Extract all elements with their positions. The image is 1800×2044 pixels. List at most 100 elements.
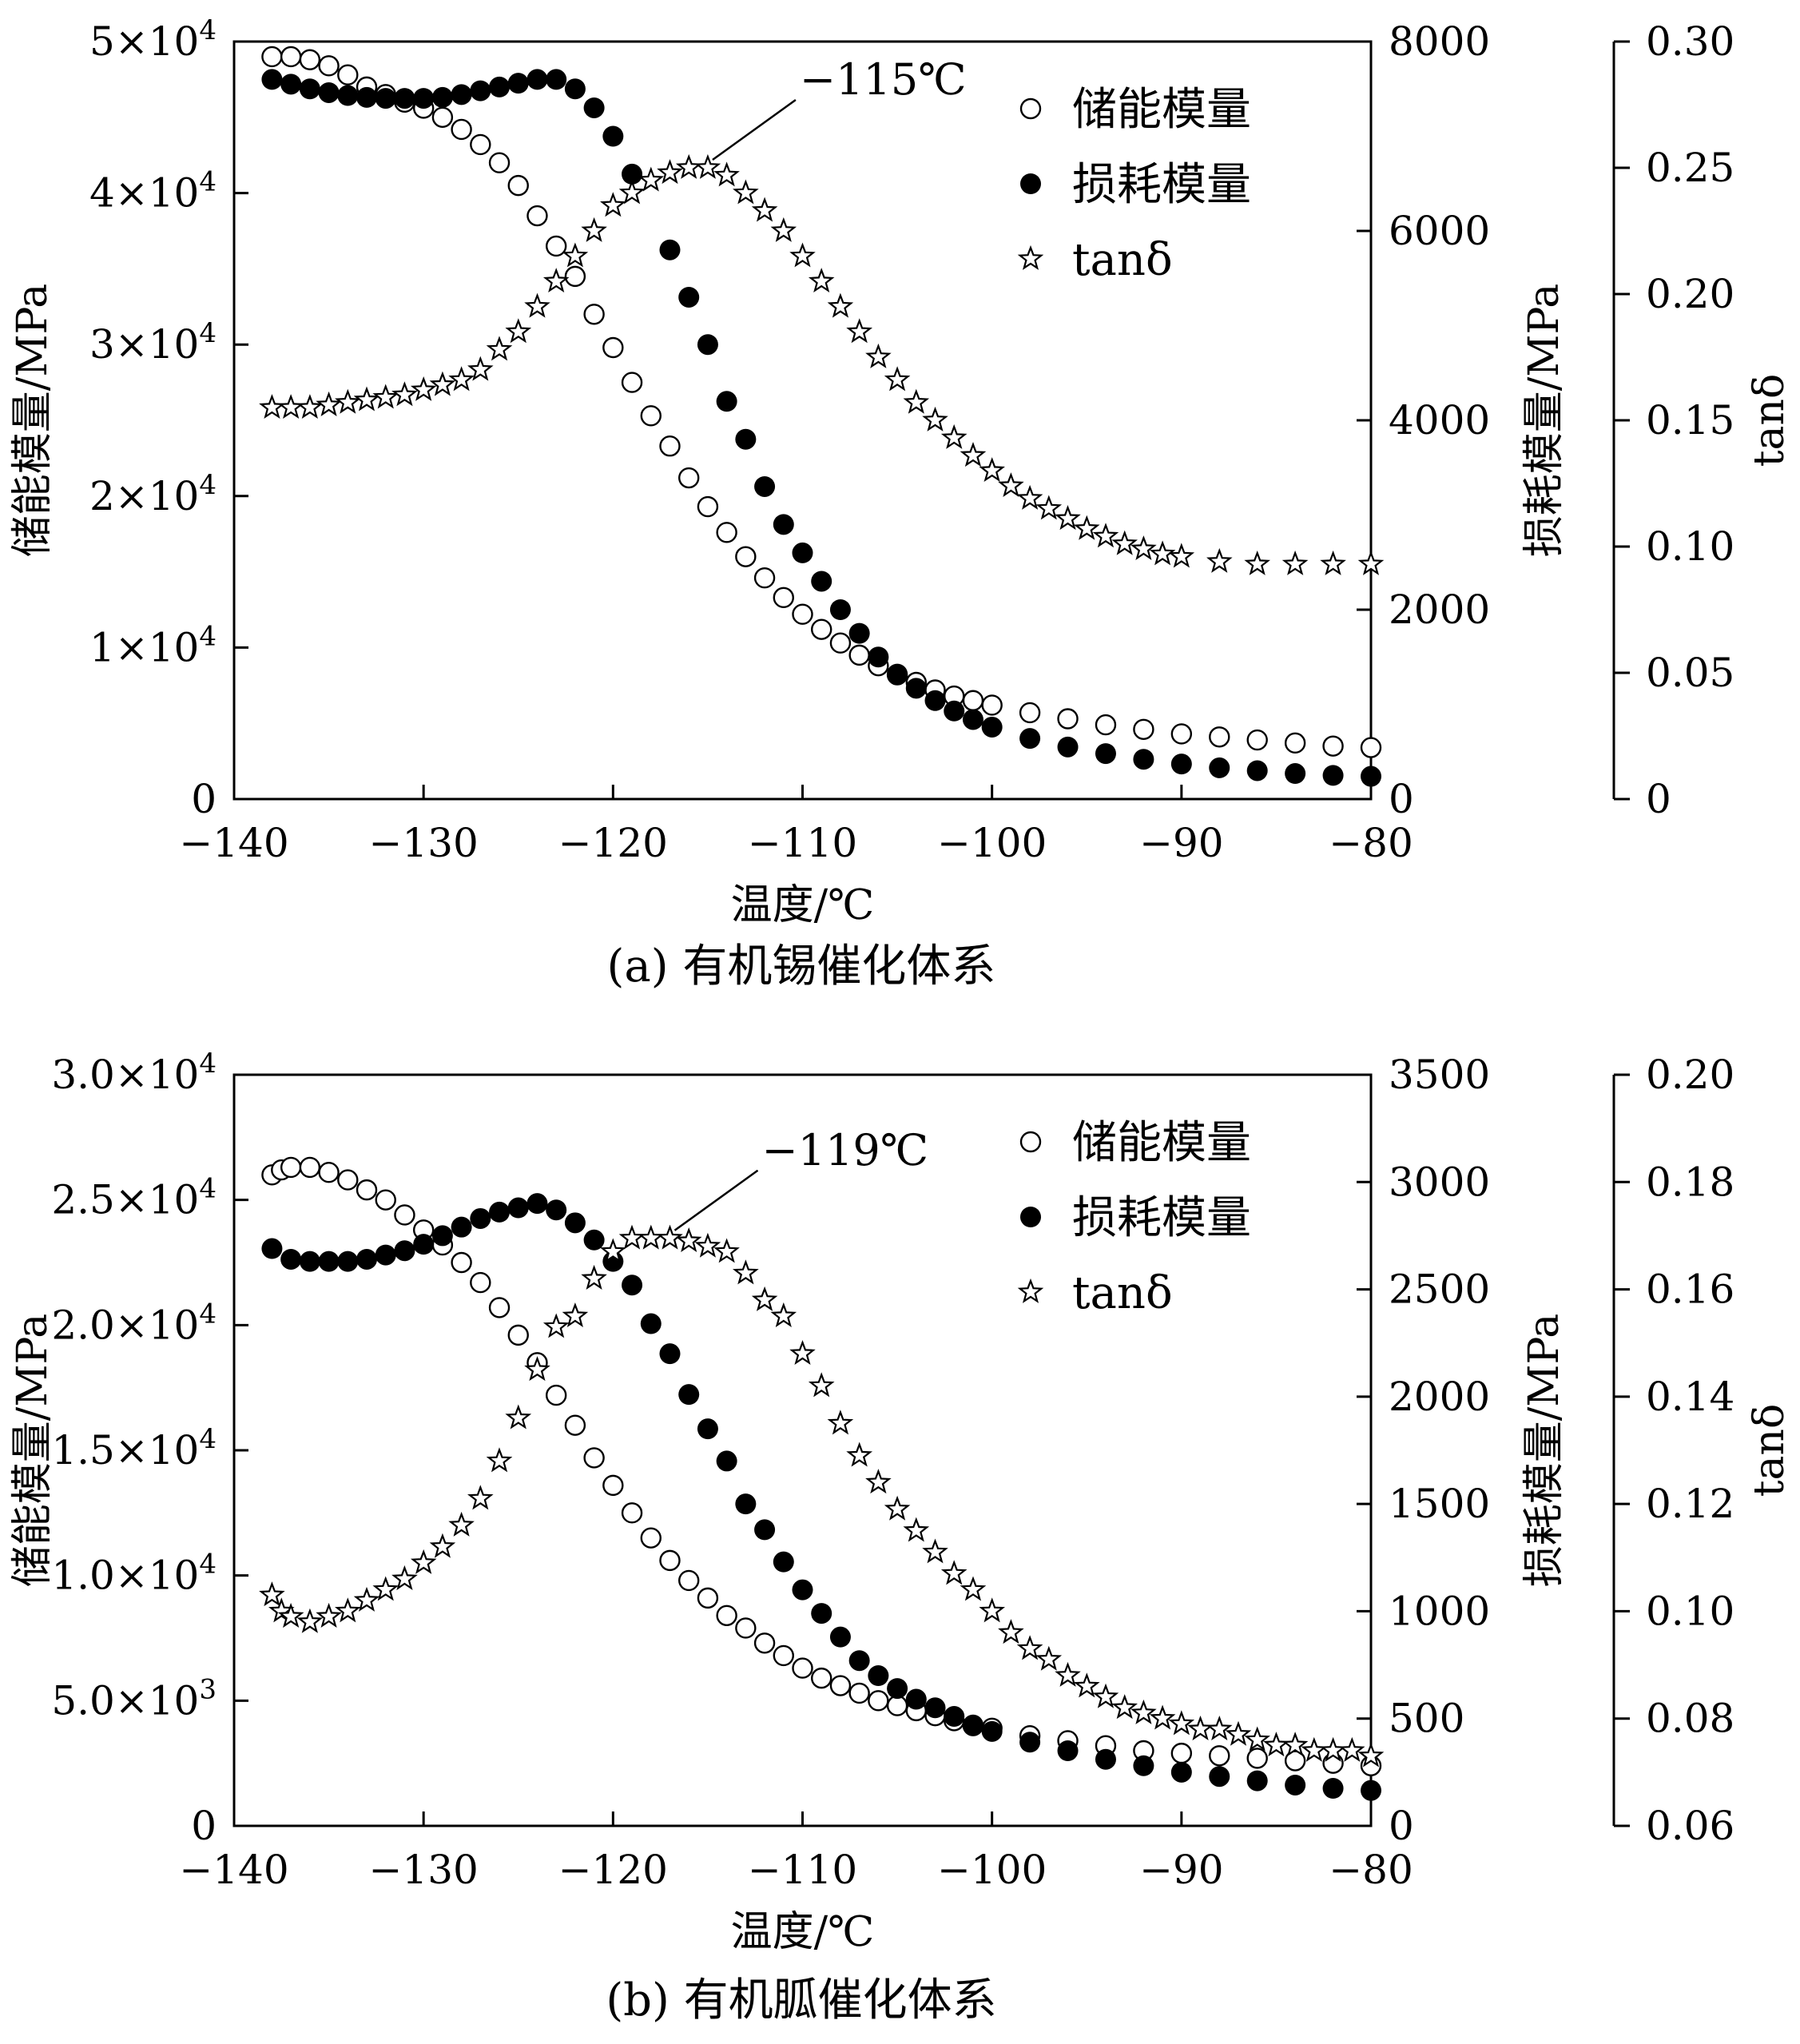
data-point bbox=[1339, 1736, 1365, 1762]
data-point bbox=[581, 1264, 607, 1290]
data-point bbox=[829, 1626, 851, 1648]
data-point bbox=[259, 1581, 285, 1607]
y-tick-label: 6000 bbox=[1389, 208, 1490, 254]
data-point bbox=[735, 428, 757, 450]
x-tick-label: −130 bbox=[368, 1847, 478, 1893]
series-0 bbox=[261, 46, 1382, 758]
data-point bbox=[486, 1447, 513, 1473]
data-point bbox=[280, 1156, 302, 1179]
data-point bbox=[431, 106, 454, 129]
data-point bbox=[391, 381, 418, 407]
y-tick-label: 0.16 bbox=[1646, 1267, 1734, 1313]
data-point bbox=[792, 1657, 813, 1679]
data-point bbox=[353, 386, 380, 412]
data-point bbox=[1170, 1742, 1193, 1764]
chart-b: −140 −130 −120 −110 −100 −90 −8005.0×1031.0×10… bbox=[9, 1048, 1794, 2026]
data-point bbox=[1133, 1755, 1154, 1776]
data-point bbox=[261, 1238, 283, 1259]
data-point bbox=[848, 644, 870, 666]
data-point bbox=[1019, 702, 1041, 724]
data-point bbox=[1285, 1774, 1306, 1795]
data-point bbox=[1111, 1694, 1138, 1720]
data-point bbox=[770, 1302, 797, 1328]
series-0 bbox=[261, 1156, 1382, 1777]
data-point bbox=[940, 424, 968, 449]
data-point bbox=[1285, 763, 1306, 785]
data-point bbox=[1244, 1726, 1270, 1752]
data-point bbox=[1322, 735, 1344, 757]
data-point bbox=[751, 197, 778, 222]
data-point bbox=[1209, 1745, 1230, 1767]
data-point bbox=[467, 356, 494, 381]
y-tick-label: 2×104 bbox=[89, 469, 217, 519]
data-point bbox=[507, 174, 529, 197]
x-tick-label: −140 bbox=[179, 1847, 288, 1893]
data-point bbox=[524, 1356, 550, 1382]
data-point bbox=[792, 603, 813, 625]
series-2 bbox=[259, 153, 1385, 575]
data-point bbox=[318, 55, 340, 77]
data-point bbox=[1281, 1732, 1309, 1757]
x-tick-label: −90 bbox=[1139, 1847, 1224, 1893]
y-tick-label: 2.5×104 bbox=[51, 1173, 217, 1223]
data-point bbox=[865, 343, 892, 368]
legend-entry: 损耗模量 bbox=[1072, 159, 1251, 211]
data-point bbox=[640, 405, 662, 427]
data-point bbox=[316, 1602, 342, 1628]
data-point bbox=[261, 69, 283, 90]
x-tick-label: −100 bbox=[937, 820, 1047, 866]
legend-marker bbox=[1017, 1278, 1044, 1303]
data-point bbox=[488, 152, 511, 173]
data-point bbox=[1092, 523, 1119, 548]
data-point bbox=[375, 88, 396, 109]
data-point bbox=[429, 1533, 456, 1558]
y-tick-label: 3500 bbox=[1389, 1052, 1490, 1098]
data-point bbox=[829, 632, 852, 654]
data-point bbox=[770, 217, 797, 242]
y-right-axis-title: 损耗模量/MPa bbox=[1520, 1314, 1568, 1587]
data-point bbox=[1168, 543, 1195, 568]
data-point bbox=[1095, 714, 1117, 736]
data-point bbox=[789, 242, 816, 268]
data-point bbox=[488, 1297, 511, 1318]
y-tick-label: 2.0×104 bbox=[51, 1298, 217, 1348]
data-point bbox=[697, 334, 718, 356]
data-point bbox=[1301, 1736, 1328, 1762]
data-point bbox=[753, 1632, 776, 1654]
data-point bbox=[451, 1251, 472, 1274]
data-point bbox=[944, 1706, 965, 1728]
data-point bbox=[678, 286, 700, 308]
data-point bbox=[848, 622, 870, 644]
data-point bbox=[564, 1414, 586, 1436]
data-point bbox=[296, 394, 324, 420]
y-tick-label: 0.12 bbox=[1646, 1481, 1734, 1527]
data-point bbox=[884, 1495, 911, 1521]
data-point bbox=[962, 709, 983, 730]
annotation-leader bbox=[712, 98, 797, 161]
data-point bbox=[1057, 736, 1079, 758]
data-point bbox=[337, 1251, 359, 1272]
data-point bbox=[1357, 550, 1385, 575]
data-point bbox=[773, 587, 794, 609]
data-point bbox=[507, 73, 529, 94]
data-point bbox=[678, 1384, 700, 1406]
data-point bbox=[1016, 484, 1043, 510]
data-point bbox=[1073, 1672, 1100, 1698]
series-2 bbox=[259, 1224, 1385, 1768]
data-point bbox=[716, 391, 737, 412]
data-point bbox=[1019, 1732, 1041, 1753]
data-point bbox=[486, 336, 513, 361]
plot-frame bbox=[232, 40, 1373, 801]
data-point bbox=[638, 1224, 665, 1250]
data-point bbox=[526, 1193, 548, 1215]
data-point bbox=[868, 646, 889, 668]
data-point bbox=[356, 1179, 378, 1201]
data-point bbox=[318, 1161, 340, 1183]
y-tick-label: 0.14 bbox=[1646, 1374, 1734, 1420]
data-point bbox=[280, 74, 302, 95]
data-point bbox=[1322, 765, 1344, 786]
data-point bbox=[1263, 1732, 1289, 1757]
data-point bbox=[470, 133, 491, 156]
data-point bbox=[1133, 749, 1154, 770]
y-tick-label: 1.5×104 bbox=[51, 1423, 217, 1473]
